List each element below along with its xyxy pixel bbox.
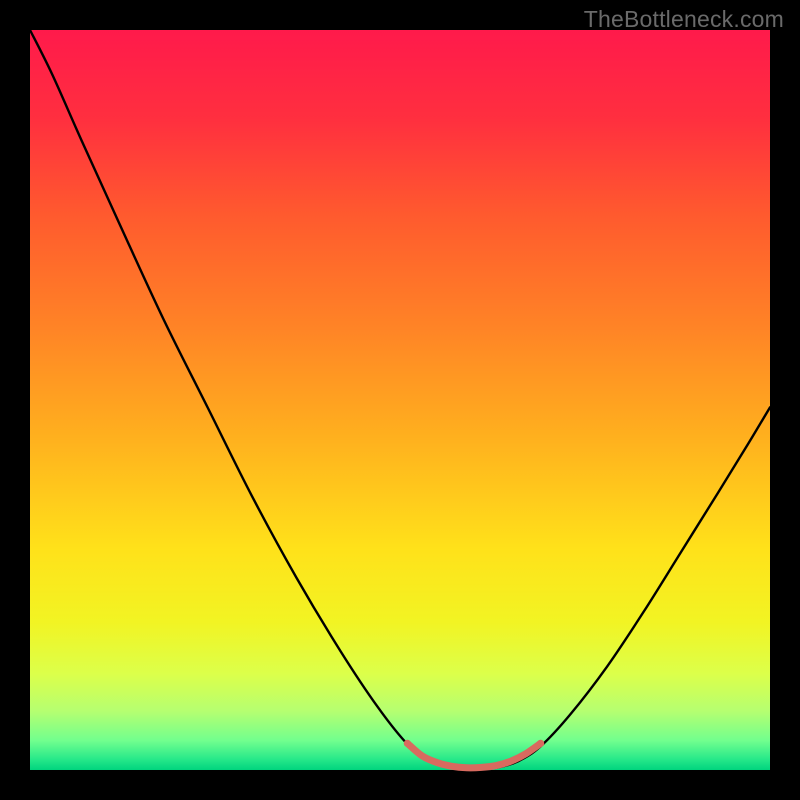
optimal-range-endcap xyxy=(537,740,544,747)
watermark-label: TheBottleneck.com xyxy=(584,6,784,33)
plot-gradient-area xyxy=(30,30,770,770)
chart-svg xyxy=(0,0,800,800)
optimal-range-endcap xyxy=(404,740,411,747)
chart-stage: TheBottleneck.com xyxy=(0,0,800,800)
